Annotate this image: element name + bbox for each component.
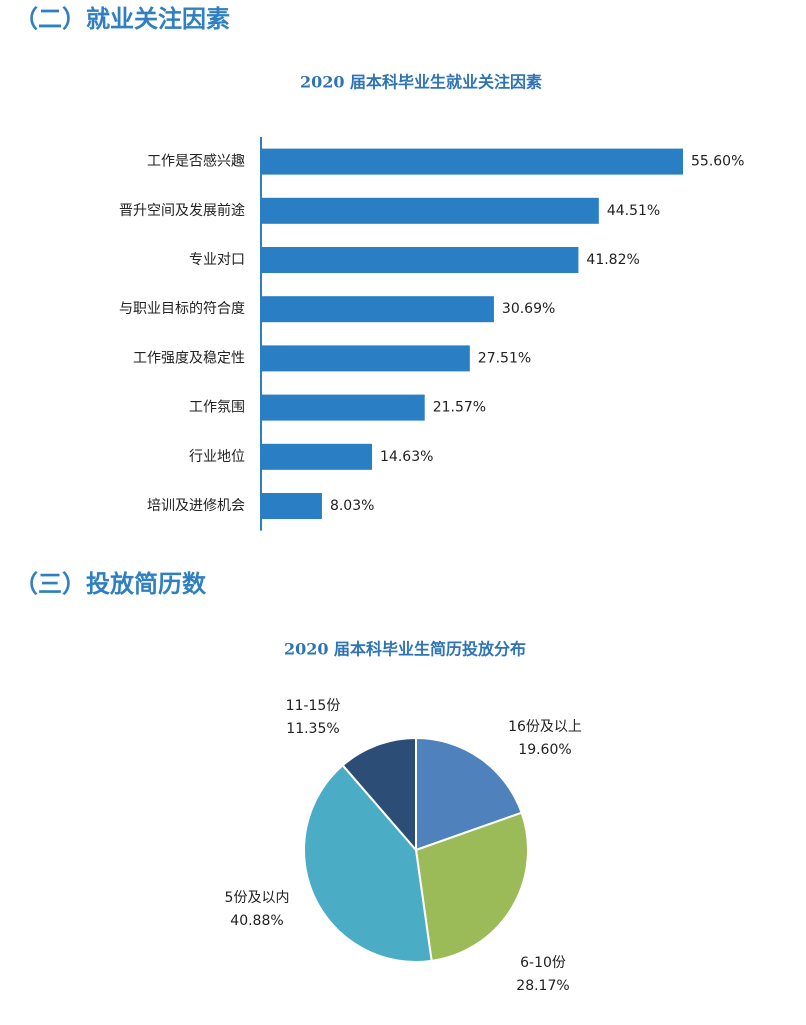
value-label: 21.57% (433, 400, 486, 416)
category-label: 与职业目标的符合度 (119, 301, 245, 317)
bar (261, 443, 373, 470)
category-label: 晋升空间及发展前途 (119, 202, 245, 219)
value-label: 41.82% (586, 252, 639, 268)
pie-slice (341, 736, 417, 853)
section-heading: （三）投放简历数 (14, 570, 207, 598)
bar (261, 345, 470, 372)
pie-slice (303, 763, 433, 963)
chart-title: 2020 届本科毕业生简历投放分布 (284, 640, 526, 659)
category-label: 工作氛围 (189, 400, 245, 416)
bar (261, 197, 599, 224)
category-label: 培训及进修机会 (147, 498, 245, 514)
slice-value-label: 19.60% (518, 742, 571, 758)
value-label: 55.60% (691, 154, 744, 170)
chart-title: 2020 届本科毕业生就业关注因素 (300, 73, 542, 92)
slice-value-label: 11.35% (286, 721, 339, 737)
pie-slice (414, 811, 529, 963)
category-label: 工作强度及稳定性 (133, 350, 245, 366)
category-label: 专业对口 (189, 252, 245, 268)
bar (261, 394, 425, 421)
bar (261, 247, 579, 273)
value-label: 14.63% (380, 449, 433, 465)
slice-label: 5份及以内 (225, 890, 290, 906)
section-heading: （二）就业关注因素 (14, 5, 230, 33)
value-label: 44.51% (607, 203, 660, 219)
value-label: 27.51% (478, 350, 531, 366)
slice-label: 6-10份 (520, 955, 566, 971)
slice-label: 16份及以上 (508, 719, 582, 735)
bar (261, 148, 684, 175)
value-label: 8.03% (330, 498, 374, 514)
category-label: 行业地位 (189, 449, 245, 465)
slice-label: 11-15份 (286, 698, 341, 714)
value-label: 30.69% (502, 301, 555, 317)
slice-value-label: 28.17% (516, 978, 569, 994)
category-label: 工作是否感兴趣 (147, 153, 245, 170)
bar (261, 493, 322, 519)
bar (261, 296, 494, 323)
slice-value-label: 40.88% (230, 913, 283, 929)
